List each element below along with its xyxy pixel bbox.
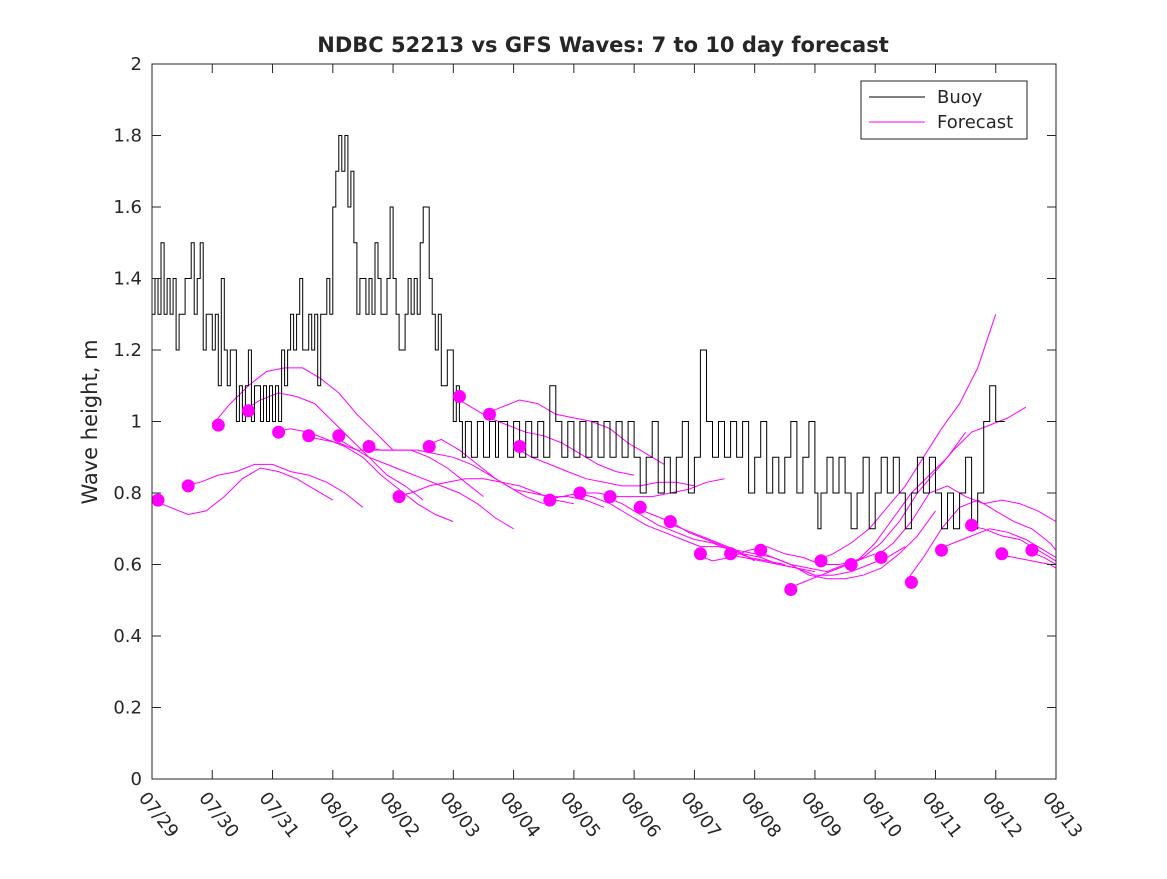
forecast-marker: [724, 547, 738, 561]
legend-buoy-label: Buoy: [937, 87, 983, 108]
forecast-marker: [1025, 543, 1039, 557]
forecast-marker: [663, 515, 677, 529]
forecast-marker: [272, 425, 286, 439]
forecast-line-17: [664, 521, 846, 573]
forecast-marker: [422, 440, 436, 453]
forecast-marker: [784, 583, 798, 596]
chart-title: NDBC 52213 vs GFS Waves: 7 to 10 day for…: [317, 33, 888, 57]
y-tick-label: 1: [131, 412, 142, 433]
forecast-marker: [995, 547, 1009, 561]
forecast-marker: [452, 390, 466, 403]
y-tick-label: 0.8: [113, 483, 142, 504]
forecast-line-27: [965, 524, 1056, 562]
forecast-marker: [332, 429, 346, 443]
forecast-line-9: [423, 438, 605, 508]
forecast-marker: [935, 543, 948, 557]
y-tick-label: 1.2: [113, 340, 142, 361]
forecast-marker: [814, 554, 828, 568]
forecast-line-4: [272, 428, 454, 523]
forecast-marker: [152, 493, 165, 507]
forecast-line-22: [814, 314, 997, 562]
legend-forecast-label: Forecast: [937, 112, 1013, 133]
forecast-line-26: [935, 528, 1056, 558]
y-tick-label: 0: [131, 769, 142, 790]
forecast-marker: [181, 479, 195, 493]
forecast-line-19: [724, 546, 906, 576]
forecast-marker: [362, 440, 376, 453]
y-tick-label: 1.8: [113, 126, 142, 147]
y-tick-label: 0.4: [113, 626, 142, 647]
forecast-marker: [513, 440, 527, 453]
forecast-marker: [392, 490, 406, 504]
forecast-marker: [844, 558, 858, 571]
forecast-marker: [483, 407, 496, 421]
legend: Buoy Forecast: [860, 80, 1028, 140]
forecast-marker: [904, 575, 918, 589]
forecast-line-0: [152, 467, 334, 516]
y-tick-label: 1.4: [113, 269, 142, 290]
buoy-line: [152, 135, 1005, 530]
forecast-marker: [543, 493, 557, 507]
y-axis-label: Wave height, m: [78, 339, 102, 504]
forecast-line-20: [754, 510, 936, 580]
forecast-marker: [241, 404, 255, 418]
legend-box: [860, 80, 1028, 140]
forecast-line-6: [332, 435, 514, 530]
forecast-line-25: [904, 499, 1056, 583]
y-tick-label: 0.2: [113, 698, 142, 719]
forecast-marker: [874, 550, 888, 564]
forecast-marker: [965, 518, 979, 532]
forecast-line-1: [182, 463, 364, 508]
y-tick-label: 2: [131, 54, 142, 75]
forecast-marker: [693, 547, 707, 561]
forecast-marker: [211, 418, 225, 432]
y-tick-label: 1.6: [113, 197, 142, 218]
forecast-marker: [603, 490, 617, 504]
forecast-line-15: [603, 496, 785, 565]
y-tick-label: 0.6: [113, 555, 142, 576]
forecast-marker: [633, 500, 647, 514]
forecast-marker: [302, 429, 316, 443]
forecast-marker: [754, 543, 768, 557]
forecast-marker: [573, 486, 587, 500]
